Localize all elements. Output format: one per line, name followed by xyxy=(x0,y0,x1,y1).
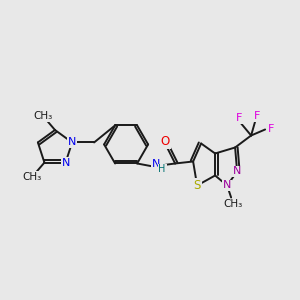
Text: CH₃: CH₃ xyxy=(224,200,243,209)
Text: CH₃: CH₃ xyxy=(23,172,42,182)
Text: F: F xyxy=(236,113,242,124)
Text: N: N xyxy=(152,160,160,170)
Text: O: O xyxy=(160,135,170,148)
Text: CH₃: CH₃ xyxy=(33,111,52,121)
Text: F: F xyxy=(268,124,274,134)
Text: N: N xyxy=(233,167,241,176)
Text: F: F xyxy=(254,112,260,122)
Text: H: H xyxy=(158,164,166,175)
Text: N: N xyxy=(223,181,231,190)
Text: N: N xyxy=(68,137,76,147)
Text: S: S xyxy=(194,179,201,192)
Text: N: N xyxy=(61,158,70,168)
